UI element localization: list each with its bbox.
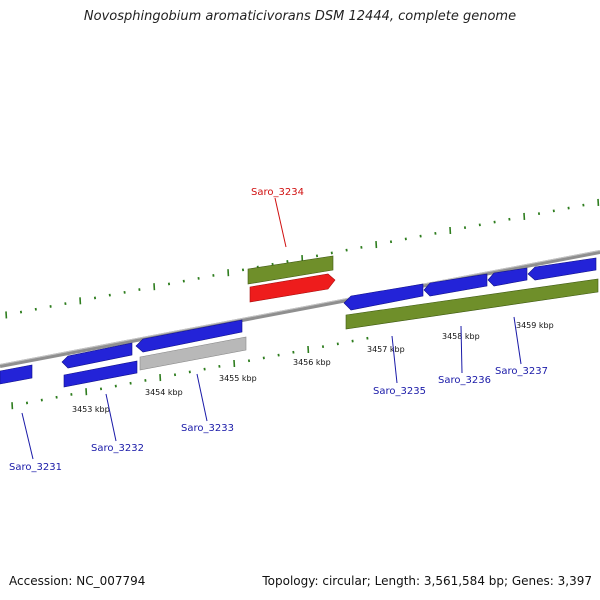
lower-tick-ruler — [11, 336, 369, 410]
genome-backbone — [0, 250, 600, 368]
leader-saro-3234 — [274, 197, 287, 248]
gene-label-saro-3233[interactable]: Saro_3233 — [181, 423, 234, 434]
gene-saro-3233-pseudo[interactable] — [139, 336, 247, 371]
gene-saro-3236-arrow[interactable] — [423, 273, 488, 297]
map-title: Novosphingobium aromaticivorans DSM 1244… — [83, 9, 517, 24]
gene-saro-3234-arrow[interactable] — [249, 273, 336, 303]
leader-saro-3233 — [196, 373, 208, 422]
scale-label: 3457 kbp — [367, 345, 405, 354]
leader-saro-3235 — [391, 335, 398, 384]
gene-saro-3237-arrow-b[interactable] — [527, 257, 597, 281]
scale-label: 3459 kbp — [516, 321, 554, 330]
gene-olive-strip[interactable] — [345, 278, 599, 330]
gene-saro-3237-arrow-a[interactable] — [487, 267, 528, 287]
gene-saro-3232-arrow[interactable] — [63, 360, 138, 388]
gene-labels: Saro_3231 Saro_3232 Saro_3233 Saro_3234 … — [9, 187, 548, 473]
scale-label: 3454 kbp — [145, 388, 183, 397]
genome-backbone-highlight — [0, 250, 600, 365]
scale-label: 3455 kbp — [219, 374, 257, 383]
gene-label-saro-3231[interactable]: Saro_3231 — [9, 462, 62, 473]
gene-label-saro-3232[interactable]: Saro_3232 — [91, 443, 144, 454]
gene-features — [0, 255, 599, 388]
scale-label: 3456 kbp — [293, 358, 331, 367]
gene-label-saro-3234[interactable]: Saro_3234 — [251, 187, 304, 198]
topology-text: Topology: circular; Length: 3,561,584 bp… — [262, 574, 592, 588]
leader-saro-3236 — [460, 325, 463, 374]
scale-label: 3453 kbp — [72, 405, 110, 414]
leader-saro-3232 — [105, 393, 117, 442]
gene-label-saro-3237[interactable]: Saro_3237 — [495, 366, 548, 377]
gene-saro-3232-upper-arrow[interactable] — [61, 342, 133, 369]
leader-saro-3231 — [21, 412, 34, 460]
gene-saro-3234-olive[interactable] — [247, 255, 334, 285]
gene-saro-3231-arrow[interactable] — [0, 364, 33, 385]
gene-label-saro-3235[interactable]: Saro_3235 — [373, 386, 426, 397]
gene-label-saro-3236[interactable]: Saro_3236 — [438, 375, 491, 386]
gene-saro-3233-arrow[interactable] — [135, 319, 243, 353]
gene-saro-3235-arrow[interactable] — [343, 283, 424, 311]
leader-saro-3237 — [513, 316, 522, 365]
accession-text: Accession: NC_007794 — [9, 574, 146, 588]
gene-label-leaders — [21, 197, 522, 460]
